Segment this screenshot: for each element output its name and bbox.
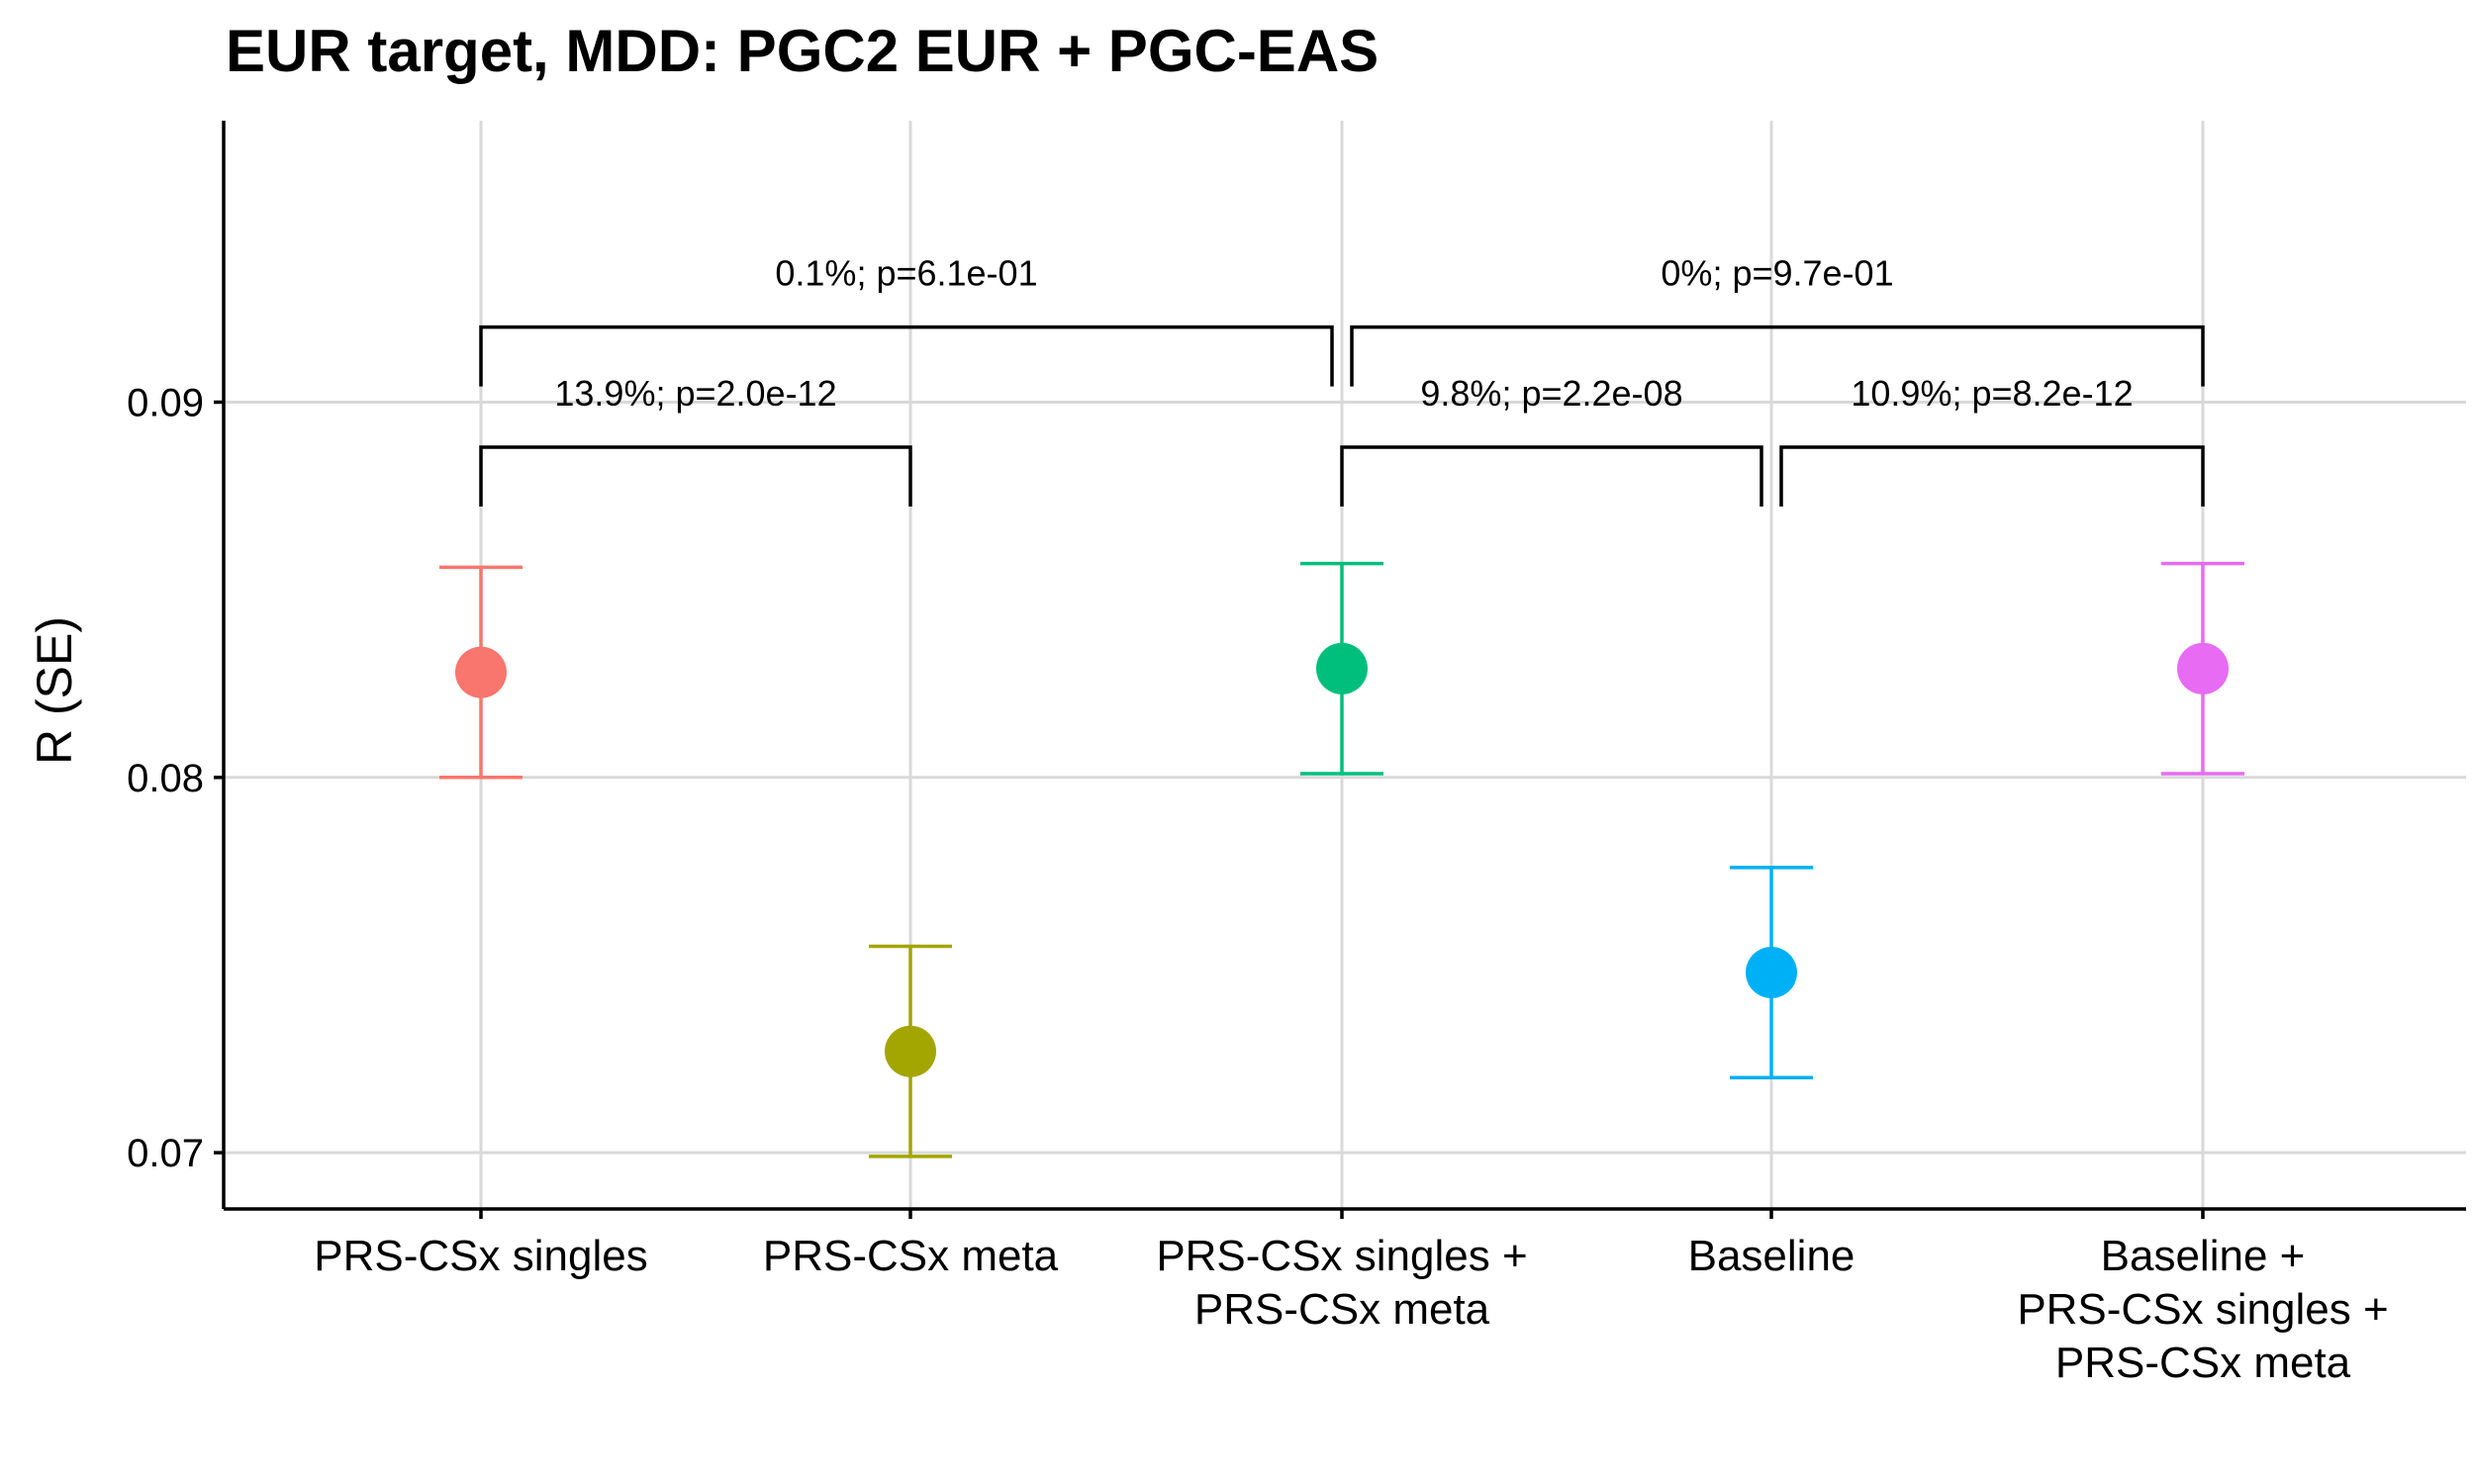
y-tick-label: 0.09 [127, 381, 204, 424]
x-tick-label-line: PRS-CSx meta [1194, 1285, 1490, 1334]
comparison-bracket [1340, 445, 1763, 507]
comparison-bracket [1350, 325, 2205, 387]
comparison-label: 9.8%; p=2.2e-08 [1420, 373, 1682, 414]
y-tick-label: 0.07 [127, 1132, 204, 1175]
x-tick-label: PRS-CSx singles [314, 1232, 647, 1280]
x-tick-label-line: Baseline [1688, 1232, 1856, 1280]
comparison-bracket [479, 445, 912, 507]
data-point [455, 646, 507, 698]
comparison-bracket [1779, 445, 2205, 507]
data-point [885, 1025, 936, 1077]
x-tick-label-line: PRS-CSx meta [763, 1232, 1059, 1280]
y-tick-label: 0.08 [127, 757, 204, 800]
x-tick-label-line: PRS-CSx singles [314, 1232, 647, 1280]
data-point [2177, 642, 2229, 695]
x-tick-label-line: Baseline + [2101, 1232, 2306, 1280]
x-tick-label-line: PRS-CSx singles + [2017, 1285, 2388, 1334]
data-point [1316, 642, 1368, 695]
data-point [1746, 947, 1797, 999]
x-tick-label-line: PRS-CSx singles + [1156, 1232, 1527, 1280]
comparison-brackets: 13.9%; p=2.0e-12 9.8%; p=2.2e-08 10.9%; p=… [479, 253, 2205, 507]
comparison-label: 10.9%; p=8.2e-12 [1851, 373, 2133, 414]
x-tick-label: Baseline + PRS-CSx singles + PRS-CSx meta [2017, 1232, 2388, 1387]
x-tick-label: PRS-CSx singles + PRS-CSx meta [1156, 1232, 1527, 1334]
comparison-label: 0.1%; p=6.1e-01 [775, 253, 1037, 294]
x-tick-label: PRS-CSx meta [763, 1232, 1059, 1280]
data-marks [439, 561, 2244, 1159]
chart-title: EUR target, MDD: PGC2 EUR + PGC-EAS [226, 18, 1379, 84]
y-axis-label: R (SE) [27, 616, 82, 765]
x-tick-label: Baseline [1688, 1232, 1856, 1280]
comparison-label: 13.9%; p=2.0e-12 [554, 373, 836, 414]
comparison-bracket [479, 325, 1334, 387]
comparison-label: 0%; p=9.7e-01 [1661, 253, 1893, 294]
x-tick-label-line: PRS-CSx meta [2055, 1339, 2351, 1387]
